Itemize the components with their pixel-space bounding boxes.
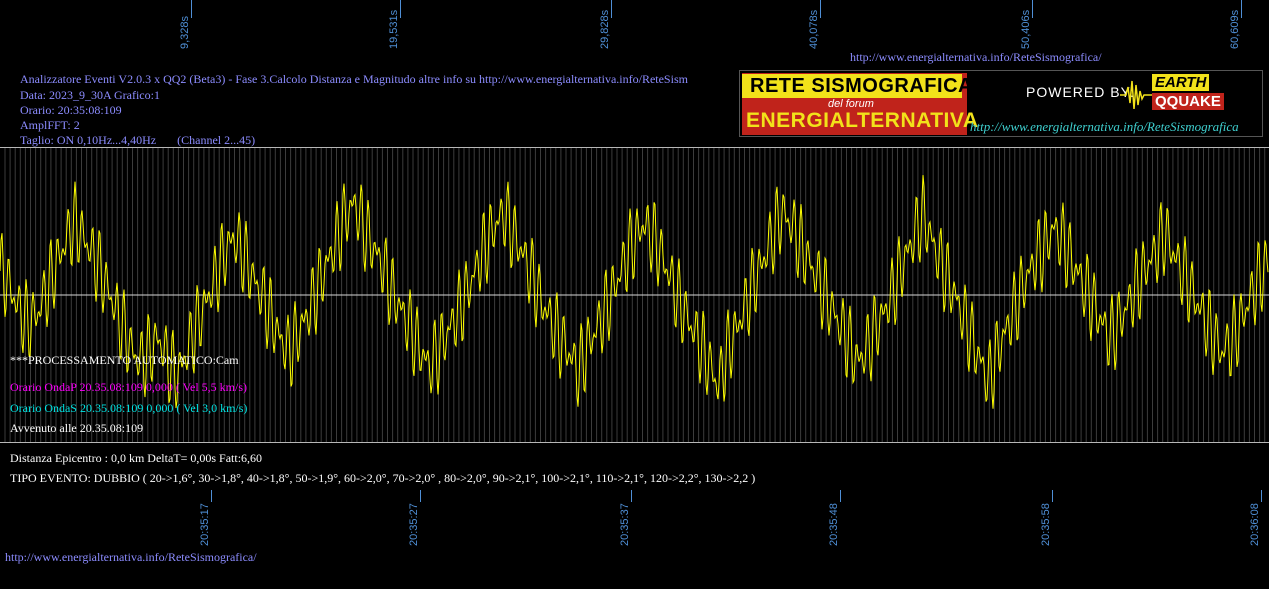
orario-info: Orario: 20:35:08:109	[20, 103, 122, 117]
chart-top-border	[0, 147, 1269, 148]
logo-line2: del forum	[828, 98, 874, 110]
top-tick-label: 29,828s	[599, 9, 611, 49]
top-tick-line	[400, 0, 401, 18]
trace-line	[0, 175, 1269, 409]
brand-earth: EARTH	[1152, 74, 1210, 91]
tipo-evento-line: TIPO EVENTO: DUBBIO ( 20->1,6°, 30->1,8°…	[10, 471, 756, 485]
avvenuto-line: Avvenuto alle 20.35.08:109	[10, 421, 144, 435]
top-tick-line	[820, 0, 821, 18]
top-tick-line	[1032, 0, 1033, 18]
bottom-tick-label: 20:36:08	[1249, 503, 1261, 546]
seismograph-wave-icon	[1120, 80, 1152, 110]
bottom-tick-line	[420, 490, 421, 502]
top-url: http://www.energialternativa.info/ReteSi…	[850, 50, 1102, 64]
bottom-tick-line	[1052, 490, 1053, 502]
top-tick-label: 60,609s	[1229, 9, 1241, 49]
bottom-tick-label: 20:35:27	[408, 503, 420, 546]
rete-sismografica-logo: RETE SISMOGRAFICA del forum ENERGIALTERN…	[739, 70, 1263, 137]
logo-line3: ENERGIALTERNATIVA	[746, 109, 979, 132]
bottom-tick-label: 20:35:58	[1040, 503, 1052, 546]
logo-line1: RETE SISMOGRAFICA	[750, 75, 973, 97]
taglio-info: Taglio: ON 0,10Hz...4,40Hz (Channel 2...…	[20, 133, 256, 147]
onda-s-line: Orario OndaS 20.35.08:109 0,000 ( Vel 3,…	[10, 401, 248, 415]
logo-yellow-band	[742, 74, 962, 98]
amplfft-info: AmplFFT: 2	[20, 118, 80, 132]
top-tick-label: 40,078s	[808, 9, 820, 49]
bottom-tick-line	[631, 490, 632, 502]
onda-p-line: Orario OndaP 20.35.08:109 0,000 ( Vel 5,…	[10, 380, 247, 394]
chart-bottom-border	[0, 442, 1269, 443]
seismic-trace	[0, 175, 1269, 409]
top-tick-line	[191, 0, 192, 18]
bottom-tick-line	[1261, 490, 1262, 502]
distanza-line: Distanza Epicentro : 0,0 km DeltaT= 0,00…	[10, 451, 263, 465]
top-tick-label: 19,531s	[388, 9, 400, 49]
footer-url: http://www.energialternativa.info/ReteSi…	[5, 550, 257, 564]
bottom-tick-label: 20:35:17	[199, 503, 211, 546]
top-tick-label: 50,406s	[1020, 9, 1032, 49]
logo-url: http://www.energialternativa.info/ReteSi…	[970, 119, 1239, 134]
auto-processing-label: ***PROCESSAMENTO AUTOMATICO:Cam	[10, 353, 239, 367]
data-info: Data: 2023_9_30A Grafico:1	[20, 88, 160, 102]
bottom-tick-label: 20:35:48	[828, 503, 840, 546]
brand-qquake: QQUAKE	[1152, 93, 1224, 110]
bottom-tick-line	[840, 490, 841, 502]
top-tick-label: 9,328s	[179, 15, 191, 49]
top-tick-line	[611, 0, 612, 18]
app-title: Analizzatore Eventi V2.0.3 x QQ2 (Beta3)…	[20, 72, 688, 86]
bottom-tick-line	[211, 490, 212, 502]
bottom-tick-label: 20:35:37	[619, 503, 631, 546]
powered-by-label: POWERED BY:	[1026, 84, 1136, 100]
top-tick-line	[1241, 0, 1242, 18]
